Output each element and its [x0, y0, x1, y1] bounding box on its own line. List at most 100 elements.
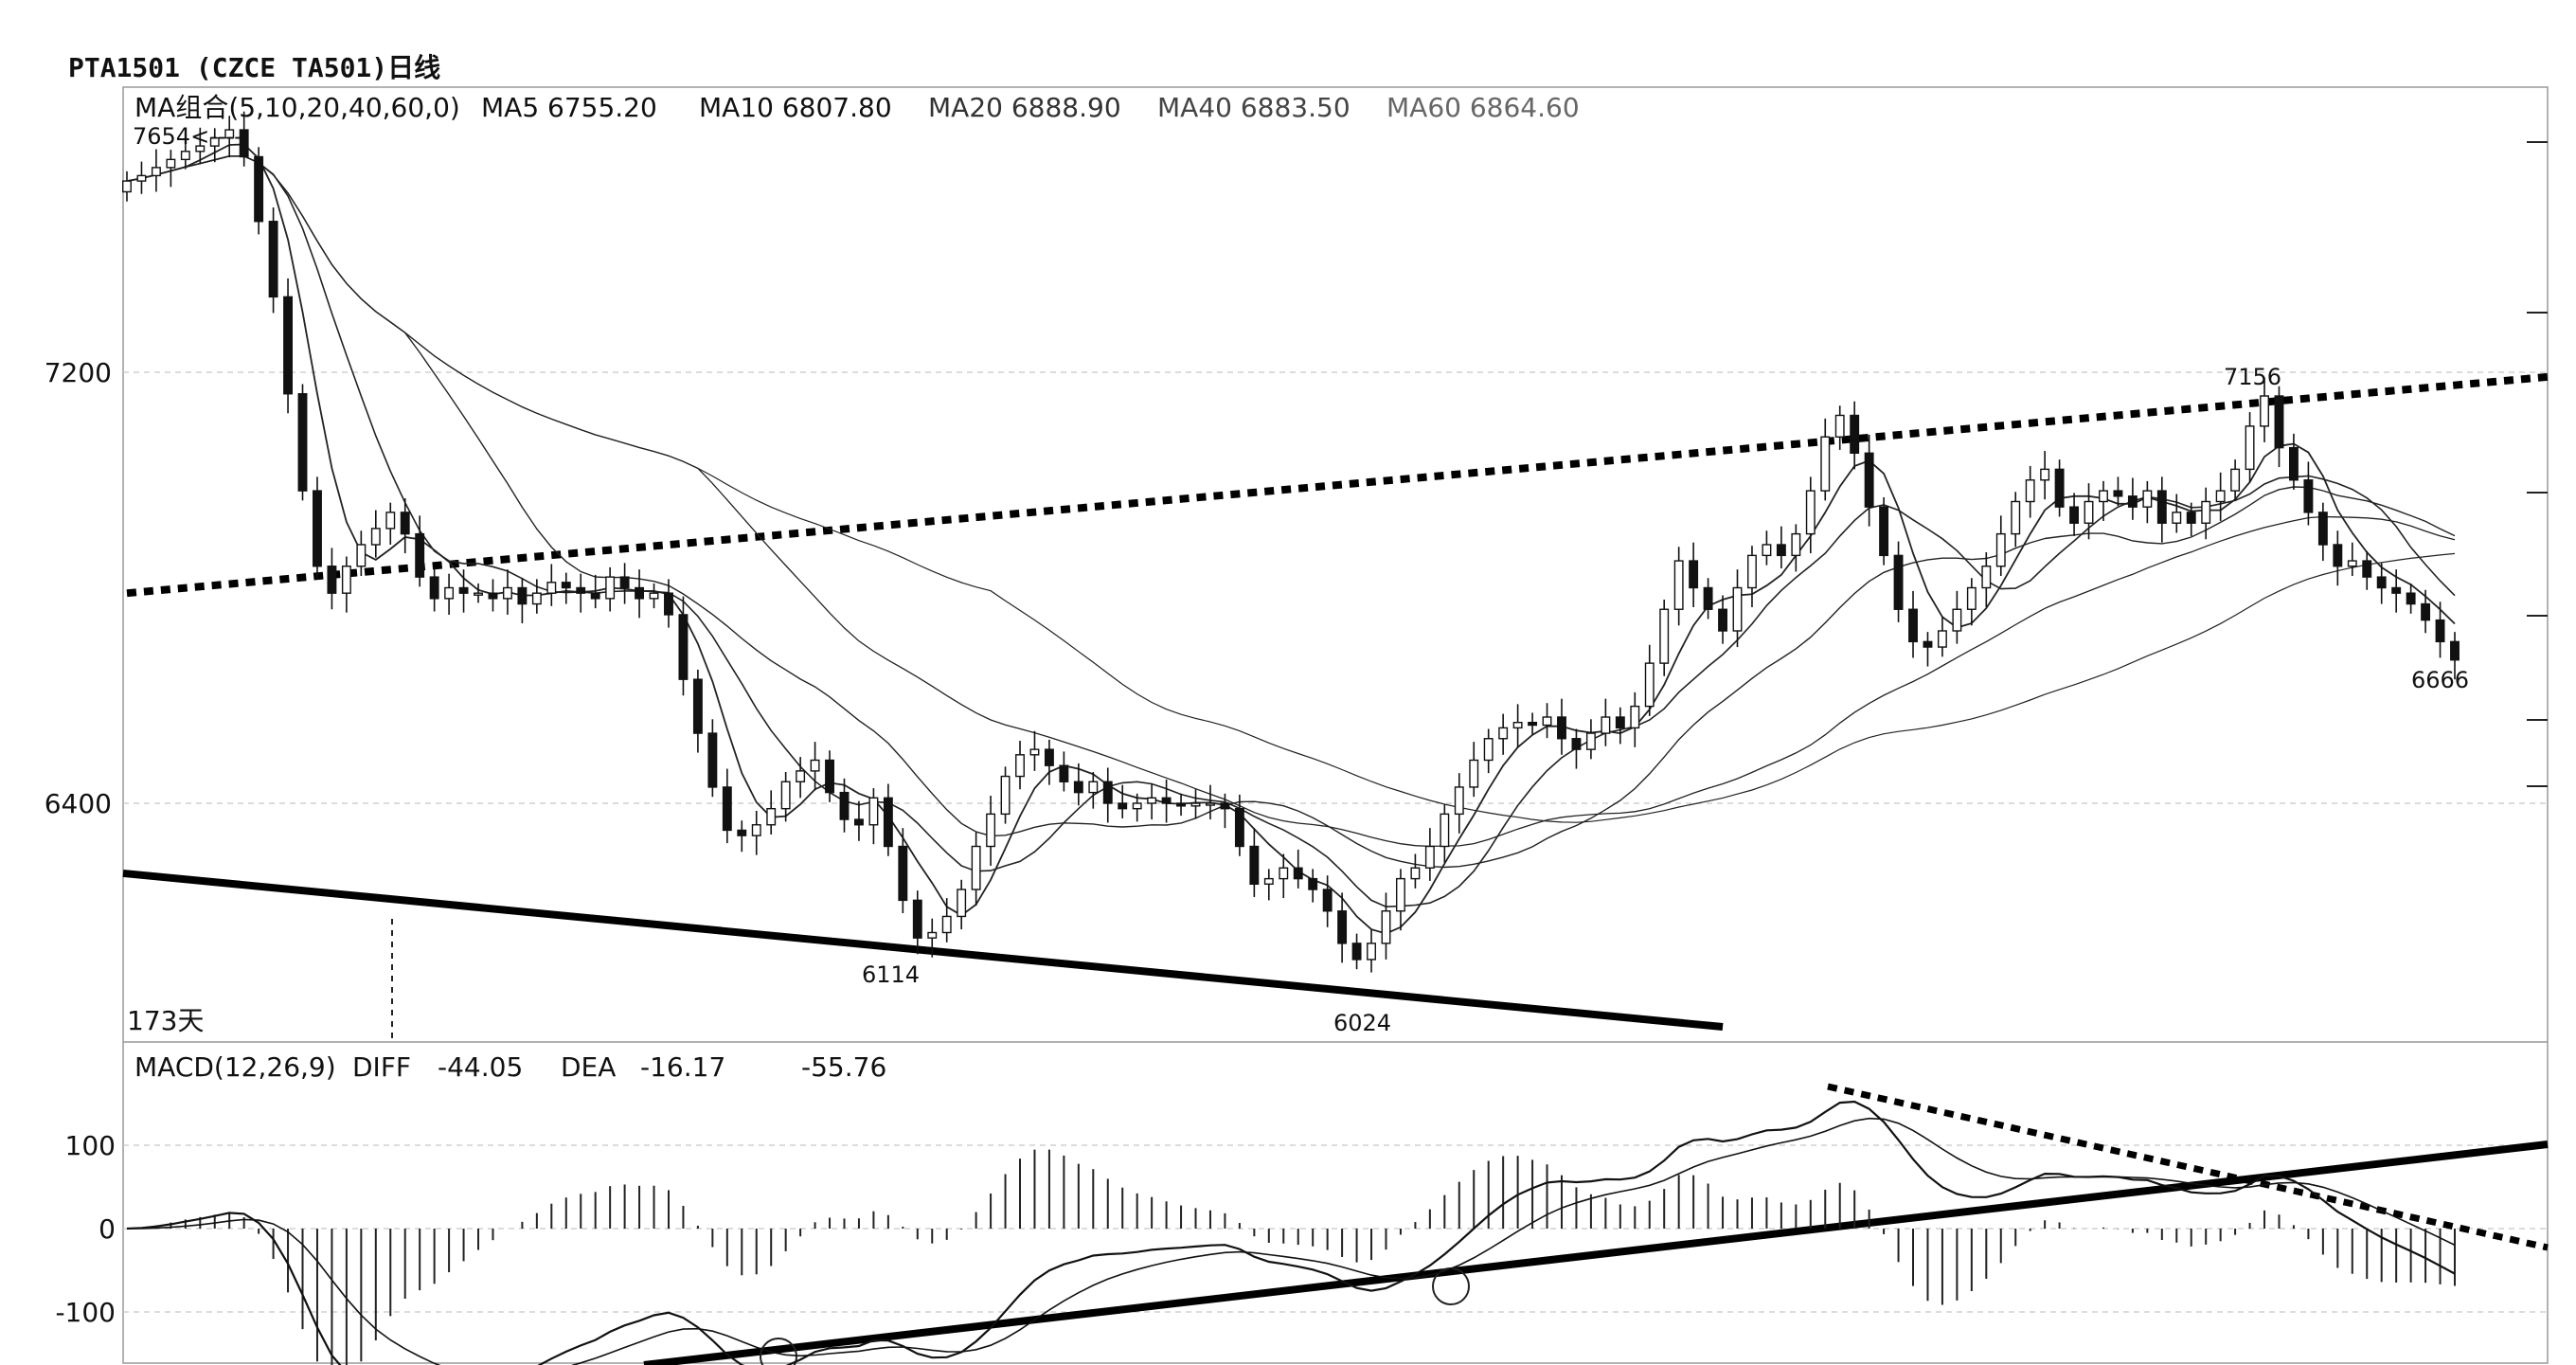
candle-body-down: [415, 532, 425, 578]
candle-body-down: [1044, 748, 1054, 766]
candle-body-down: [1351, 943, 1362, 961]
candlestick: [1834, 405, 1845, 450]
macd-dea-line: [126, 1117, 2456, 1365]
candlestick: [605, 566, 616, 612]
candlestick: [415, 515, 425, 587]
candle-body-down: [678, 614, 689, 680]
candlestick: [635, 569, 645, 619]
candle-body-up: [1381, 910, 1391, 944]
candle-body-down: [2391, 586, 2402, 594]
candlestick: [678, 596, 689, 696]
candlestick: [224, 116, 235, 158]
candlestick: [209, 128, 220, 163]
candle-body-up: [1395, 877, 1405, 912]
candle-body-up: [1805, 490, 1816, 535]
candlestick: [971, 832, 981, 907]
candlestick: [986, 796, 996, 866]
candlestick: [2186, 502, 2196, 536]
candlestick: [1206, 784, 1215, 820]
candle-body-down: [2288, 446, 2299, 481]
candlestick: [2435, 602, 2445, 658]
candlestick: [546, 564, 557, 606]
plot-border: [122, 86, 2549, 1364]
candlestick: [1424, 828, 1435, 881]
lower-trendline: [122, 869, 1724, 1032]
candle-body-up: [1498, 727, 1509, 740]
candlestick: [297, 384, 308, 501]
candlestick: [766, 790, 777, 835]
candlestick: [1776, 526, 1786, 569]
annotation-low1: 6114: [862, 961, 921, 988]
candle-body-up: [180, 151, 190, 161]
ma5-line: [126, 143, 2456, 935]
candlestick: [2011, 492, 2021, 548]
candlestick: [1908, 590, 1918, 658]
candlestick: [1703, 578, 1713, 620]
candlestick: [1059, 751, 1069, 792]
candlestick: [1044, 739, 1054, 785]
candle-body-down: [1308, 877, 1318, 890]
candlestick: [2317, 502, 2328, 562]
candle-body-down: [1161, 797, 1172, 804]
candle-body-up: [531, 592, 542, 605]
candle-body-down: [1850, 414, 1860, 455]
candlestick: [1395, 869, 1405, 931]
candle-body-up: [2230, 468, 2241, 492]
candle-body-down: [2406, 592, 2416, 605]
candlestick: [1893, 541, 1904, 622]
candlestick: [2040, 451, 2050, 500]
candlestick: [912, 890, 922, 955]
candle-body-up: [1673, 560, 1684, 610]
candlestick: [1630, 691, 1640, 747]
candle-body-down: [1893, 554, 1904, 610]
candlestick: [2406, 583, 2416, 614]
candle-body-down: [2435, 619, 2445, 643]
candlestick: [1454, 773, 1464, 834]
candle-body-up: [1630, 705, 1640, 729]
candlestick: [370, 510, 381, 558]
candlestick: [1601, 698, 1611, 746]
candlestick: [1585, 719, 1596, 760]
ma60-line: [126, 155, 2456, 823]
candlestick: [1864, 434, 1874, 527]
moving-average-lines: [126, 143, 2456, 935]
candlestick: [2215, 472, 2226, 521]
candlestick: [2156, 476, 2167, 543]
candle-body-up: [1834, 414, 1845, 438]
candle-body-down: [1864, 452, 1874, 508]
candle-body-up: [1015, 754, 1025, 778]
candle-body-up: [1000, 775, 1011, 816]
candlestick: [825, 750, 834, 802]
candlestick: [1542, 703, 1552, 739]
candlestick: [1015, 741, 1025, 790]
candle-body-down: [458, 586, 469, 594]
macd-tick-label: 100: [65, 1130, 116, 1161]
candlestick: [1762, 530, 1772, 566]
candlestick: [1937, 617, 1947, 657]
candlestick: [1249, 828, 1260, 897]
candle-body-down: [1249, 845, 1260, 886]
candle-body-up: [868, 797, 879, 826]
candlestick: [1747, 546, 1757, 607]
candle-body-up: [986, 813, 996, 848]
candlestick: [2127, 477, 2138, 520]
macd-tick-label: -100: [55, 1297, 116, 1328]
candle-body-up: [209, 136, 220, 147]
candle-body-down: [1234, 807, 1244, 848]
candle-body-up: [751, 824, 761, 836]
candlestick: [239, 111, 249, 167]
candle-body-down: [1923, 640, 1933, 648]
candle-body-down: [1059, 764, 1069, 782]
candlestick: [283, 278, 294, 414]
candle-body-down: [1337, 910, 1348, 944]
candle-body-down: [590, 592, 600, 600]
candle-body-up: [1762, 544, 1772, 557]
candle-body-up: [2084, 500, 2094, 524]
candlestick: [195, 127, 206, 165]
candlestick: [1498, 713, 1509, 755]
candle-body-up: [1469, 759, 1479, 788]
candle-body-down: [313, 490, 322, 567]
candle-body-up: [1263, 877, 1274, 886]
candlestick: [1351, 933, 1362, 970]
